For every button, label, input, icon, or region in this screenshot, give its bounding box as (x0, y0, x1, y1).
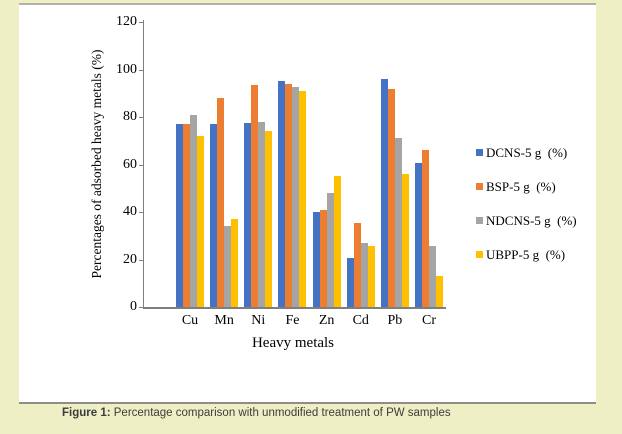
bar-cu-bsp (183, 124, 190, 307)
y-tick-label: 100 (116, 61, 137, 77)
y-tick-mark (139, 307, 143, 308)
legend-swatch (476, 149, 483, 156)
x-axis-line (143, 307, 446, 309)
y-tick-mark (139, 69, 143, 71)
x-tick-label: Cd (352, 313, 369, 328)
bar-cd-ndcns (360, 242, 368, 307)
bar-ni-ndcns (258, 121, 266, 307)
legend-item: BSP-5 g (%) (476, 179, 596, 195)
bar-cd-dcns (346, 258, 354, 307)
bar-ni-ubpp (265, 131, 273, 307)
x-tick-label: Pb (387, 313, 403, 328)
bar-zn-dcns (312, 212, 320, 307)
bar-cd-bsp (353, 222, 361, 307)
legend-swatch (476, 217, 483, 224)
x-tick-label: Zn (318, 313, 335, 328)
bar-ni-dcns (244, 122, 252, 307)
x-axis-title: Heavy metals (251, 335, 335, 351)
y-axis-line (143, 20, 144, 308)
bar-cu-dcns (176, 124, 183, 307)
bar-mn-bsp (217, 98, 225, 307)
bar-cu-ubpp (197, 136, 204, 307)
figure-panel (19, 3, 596, 404)
y-tick-mark (139, 164, 143, 166)
bar-zn-bsp (319, 209, 327, 307)
bar-pb-ndcns (394, 138, 402, 307)
y-tick-mark (139, 117, 143, 118)
figure-caption: Figure 1: Percentage comparison with unm… (62, 406, 602, 422)
y-tick-label: 40 (123, 204, 137, 219)
bar-fe-ndcns (292, 87, 300, 307)
bar-pb-dcns (380, 79, 388, 307)
legend-label: BSP-5 g (%) (486, 179, 556, 194)
legend-swatch (476, 183, 483, 190)
bar-cr-ndcns (429, 246, 437, 307)
y-tick-label: 120 (116, 14, 137, 29)
bar-zn-ndcns (326, 193, 334, 307)
bar-cd-ubpp (367, 246, 375, 307)
legend-item: NDCNS-5 g (%) (476, 213, 596, 229)
y-tick-mark (139, 259, 143, 261)
bar-zn-ubpp (333, 176, 341, 307)
bar-pb-ubpp (401, 174, 409, 307)
bar-pb-bsp (387, 88, 395, 307)
y-tick-label: 20 (123, 251, 137, 267)
bar-mn-dcns (210, 124, 218, 307)
x-tick-label: Ni (251, 313, 266, 328)
legend-label: NDCNS-5 g (%) (486, 213, 577, 228)
legend-item: DCNS-5 g (%) (476, 145, 596, 161)
legend-label: DCNS-5 g (%) (486, 145, 568, 160)
bar-fe-dcns (278, 81, 286, 307)
bar-cr-dcns (415, 163, 423, 307)
y-tick-mark (139, 212, 143, 213)
legend-item: UBPP-5 g (%) (476, 247, 596, 263)
y-tick-mark (139, 22, 143, 23)
bar-fe-ubpp (299, 90, 307, 307)
bar-fe-bsp (285, 83, 293, 307)
bar-mn-ubpp (231, 219, 239, 307)
bar-ni-bsp (251, 84, 259, 307)
bar-cr-bsp (422, 150, 430, 307)
x-tick-label: Fe (285, 313, 300, 328)
bar-cu-ndcns (190, 114, 197, 307)
y-tick-label: 0 (130, 299, 137, 314)
y-tick-label: 80 (123, 109, 137, 124)
x-tick-label: Mn (214, 313, 234, 328)
legend: DCNS-5 g (%) BSP-5 g (%) NDCNS-5 g (%) UBPP… (476, 0, 596, 300)
y-tick-label: 60 (123, 156, 137, 172)
caption-text: Percentage comparison with unmodified tr… (110, 407, 451, 419)
bar-cr-ubpp (436, 276, 444, 307)
legend-swatch (476, 251, 483, 258)
caption-label: Figure 1: (62, 407, 111, 419)
x-tick-label: Cr (422, 313, 437, 328)
x-tick-label: Cu (181, 313, 199, 328)
legend-label: UBPP-5 g (%) (486, 247, 566, 262)
bar-mn-ndcns (224, 226, 232, 307)
